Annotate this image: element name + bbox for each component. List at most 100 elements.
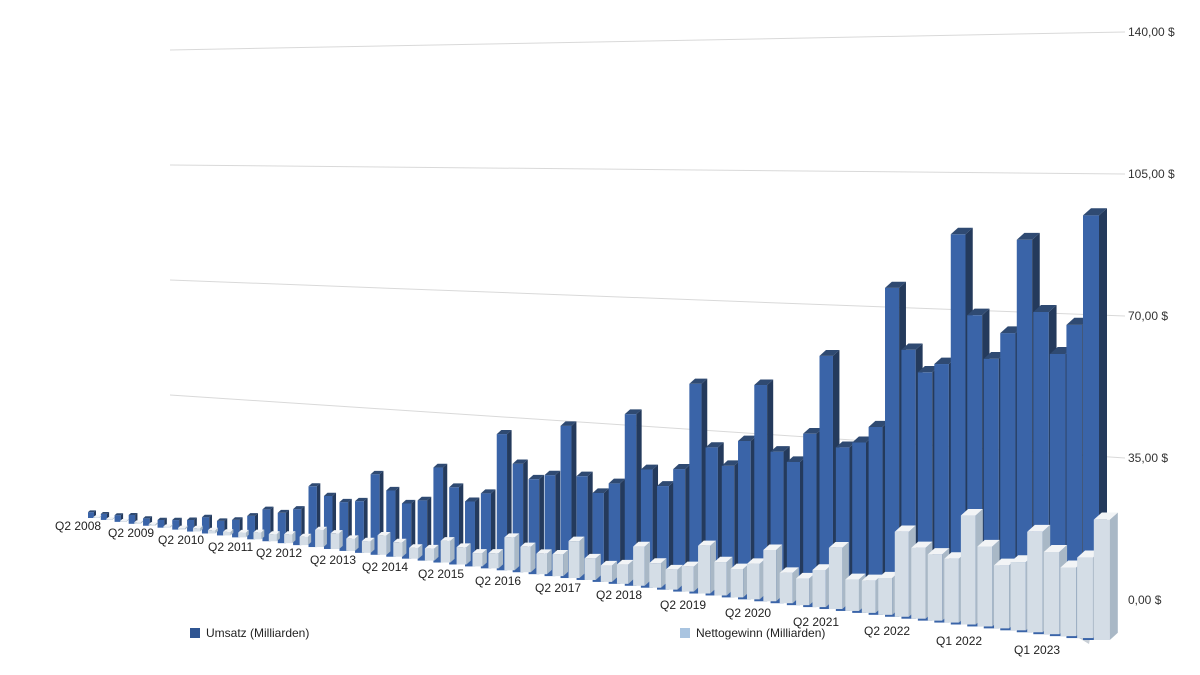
revenue-bar[interactable] xyxy=(480,489,496,569)
profit-bar-top xyxy=(552,549,569,555)
profit-bar[interactable] xyxy=(714,556,733,596)
revenue-bar[interactable] xyxy=(528,474,544,575)
profit-bar-top xyxy=(911,541,933,548)
profit-bar-front xyxy=(330,533,340,549)
revenue-bar-top xyxy=(433,463,448,468)
profit-bar-top xyxy=(730,563,750,569)
revenue-bar-front xyxy=(449,487,460,565)
profit-bar[interactable] xyxy=(409,544,423,559)
profit-bar-front xyxy=(1077,557,1093,639)
profit-bar-front xyxy=(536,553,548,575)
profit-bar[interactable] xyxy=(393,538,407,557)
profit-bar-side xyxy=(261,529,265,540)
profit-bar[interactable] xyxy=(424,544,439,561)
profit-bar[interactable] xyxy=(207,527,218,534)
legend-profit[interactable]: Nettogewinn (Milliarden) xyxy=(680,626,825,640)
revenue-bar-top xyxy=(803,427,823,434)
revenue-bar-top xyxy=(143,516,153,519)
revenue-bar-front xyxy=(624,414,637,586)
profit-bar[interactable] xyxy=(361,537,375,553)
profit-bar[interactable] xyxy=(488,549,504,569)
revenue-bar[interactable] xyxy=(401,499,416,559)
profit-bar[interactable] xyxy=(779,567,799,604)
revenue-bar[interactable] xyxy=(544,470,561,577)
profit-bar[interactable] xyxy=(600,560,618,582)
profit-bar[interactable] xyxy=(504,533,520,571)
revenue-bar[interactable] xyxy=(624,409,642,586)
profit-bar[interactable] xyxy=(1093,512,1118,640)
profit-bar-top xyxy=(977,539,1000,547)
profit-bar-front xyxy=(845,579,859,611)
revenue-bar-front xyxy=(689,383,702,594)
profit-bar[interactable] xyxy=(315,526,327,548)
revenue-bar[interactable] xyxy=(608,478,626,584)
profit-bar-front xyxy=(1027,531,1043,633)
profit-bar[interactable] xyxy=(148,522,158,526)
profit-bar[interactable] xyxy=(763,544,783,602)
profit-bar[interactable] xyxy=(377,532,391,555)
revenue-bar[interactable] xyxy=(576,471,593,580)
profit-bar[interactable] xyxy=(584,553,601,580)
x-tick-label: Q2 2014 xyxy=(362,560,408,574)
revenue-bar-side xyxy=(411,499,416,559)
revenue-bar-top xyxy=(1083,208,1107,216)
profit-bar-side xyxy=(466,543,471,565)
revenue-bar-front xyxy=(480,493,491,569)
profit-bar[interactable] xyxy=(299,533,312,546)
profit-bar[interactable] xyxy=(746,558,766,600)
profit-bar[interactable] xyxy=(330,530,343,549)
profit-bar[interactable] xyxy=(552,549,569,577)
profit-bar-side xyxy=(402,538,407,557)
profit-bar[interactable] xyxy=(163,524,173,528)
profit-bar[interactable] xyxy=(93,515,102,518)
profit-bar-front xyxy=(192,528,201,532)
profit-bar[interactable] xyxy=(633,541,651,586)
revenue-bar[interactable] xyxy=(640,464,659,588)
profit-bar[interactable] xyxy=(192,525,203,532)
x-tick-label: Q2 2008 xyxy=(55,519,101,533)
profit-bar[interactable] xyxy=(649,558,667,588)
profit-bar[interactable] xyxy=(616,559,634,584)
profit-bar-side xyxy=(185,525,188,530)
profit-bar[interactable] xyxy=(346,535,359,551)
revenue-bar-side xyxy=(587,471,593,580)
revenue-bar-top xyxy=(901,343,923,350)
revenue-bar-front xyxy=(157,519,165,528)
profit-bar[interactable] xyxy=(238,529,249,538)
profit-bar[interactable] xyxy=(944,552,967,623)
profit-bar[interactable] xyxy=(536,549,552,575)
revenue-bar-front xyxy=(592,492,604,582)
profit-bar-side xyxy=(292,531,296,544)
profit-bar[interactable] xyxy=(665,564,683,590)
profit-bar[interactable] xyxy=(456,543,471,565)
profit-bar[interactable] xyxy=(520,542,536,573)
revenue-bar-top xyxy=(786,456,807,462)
profit-bar-side xyxy=(276,531,280,542)
profit-bar[interactable] xyxy=(253,529,265,540)
revenue-bar[interactable] xyxy=(592,488,609,582)
x-tick-label: Q2 2012 xyxy=(256,546,302,560)
profit-bar[interactable] xyxy=(178,525,188,530)
profit-bar[interactable] xyxy=(472,549,487,567)
profit-bar[interactable] xyxy=(681,561,700,592)
legend-revenue[interactable]: Umsatz (Milliarden) xyxy=(190,626,309,640)
revenue-bar[interactable] xyxy=(657,481,675,590)
revenue-bar-top xyxy=(293,506,305,510)
profit-bar-top xyxy=(120,518,129,521)
revenue-bar-front xyxy=(88,512,94,518)
profit-bar[interactable] xyxy=(134,520,144,524)
profit-bar[interactable] xyxy=(284,531,296,544)
profit-bar-side xyxy=(693,561,700,592)
revenue-bar-top xyxy=(262,506,274,510)
profit-bar[interactable] xyxy=(223,529,234,536)
revenue-bar[interactable] xyxy=(417,496,432,561)
profit-bar-front xyxy=(178,527,186,530)
profit-bar-side xyxy=(307,533,312,546)
profit-bar[interactable] xyxy=(106,517,115,520)
profit-bar[interactable] xyxy=(698,540,716,594)
profit-bar[interactable] xyxy=(120,518,129,522)
profit-bar[interactable] xyxy=(568,536,585,579)
profit-bar[interactable] xyxy=(268,531,280,542)
profit-bar[interactable] xyxy=(440,537,455,563)
profit-bar[interactable] xyxy=(730,563,750,598)
